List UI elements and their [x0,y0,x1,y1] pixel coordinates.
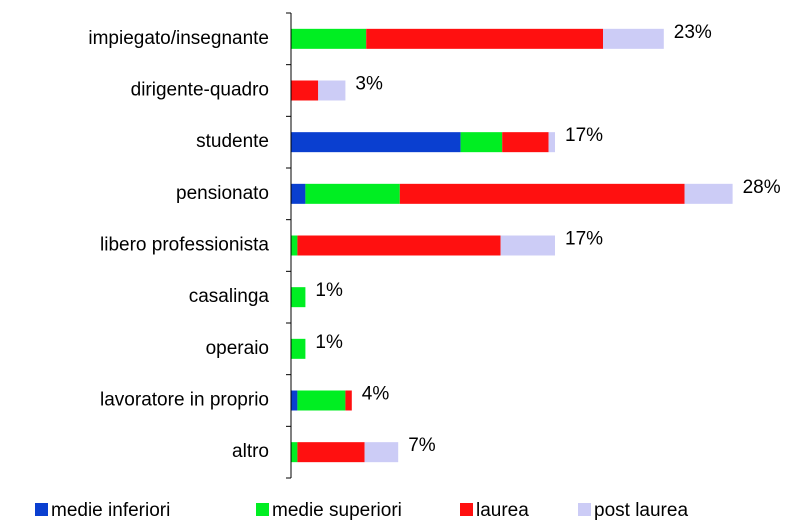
bar-segment [684,183,733,204]
total-label: 1% [315,280,343,301]
total-label: 4% [362,384,390,405]
legend-label: post laurea [594,500,688,521]
bar-segment [291,287,306,308]
bar-segment [291,80,319,101]
legend-swatch [578,503,591,516]
bar-segment [366,28,603,49]
bar-segment [291,442,298,463]
category-label: lavoratore in proprio [100,390,269,411]
bar-segment [364,442,399,463]
bar-segment [291,235,298,256]
bar-segment [318,80,346,101]
legend-label: medie inferiori [51,500,170,521]
legend-label: medie superiori [272,500,402,521]
category-label: impiegato/insegnante [88,28,269,49]
bar-segment [297,390,346,411]
bar-segment [345,390,352,411]
category-label: dirigente-quadro [131,80,269,101]
bar-segment [500,235,555,256]
total-label: 28% [743,177,781,198]
category-label: operaio [206,338,269,359]
category-label: libero professionista [100,235,269,256]
total-label: 17% [565,229,603,250]
total-label: 3% [355,74,383,95]
total-label: 23% [674,22,712,43]
bar-segment [291,183,306,204]
bar-segment [603,28,664,49]
bar-segment [291,28,367,49]
category-label: casalinga [189,286,270,307]
bar-segment [548,132,555,153]
bar-segment [297,442,365,463]
legend-swatch [35,503,48,516]
total-label: 1% [315,332,343,353]
bar-segment [399,183,685,204]
category-label: altro [232,441,269,462]
bar-segment [305,183,400,204]
bar-segment [297,235,501,256]
bar-segment [502,132,549,153]
total-label: 7% [408,435,436,456]
legend-label: laurea [476,500,529,521]
legend-swatch [460,503,473,516]
bar-segment [460,132,503,153]
total-label: 17% [565,125,603,146]
category-label: pensionato [176,183,269,204]
category-label: studente [196,131,269,152]
bar-segment [291,338,306,359]
bar-segment [291,132,461,153]
bar-segment [291,390,298,411]
legend-swatch [256,503,269,516]
